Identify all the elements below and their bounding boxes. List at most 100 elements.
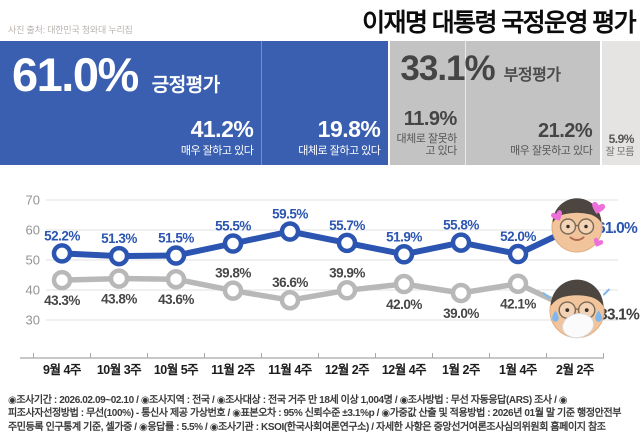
positive-sub-very: 41.2% 매우 잘하고 있다 [0,116,261,158]
negative-value: 33.1% [400,49,495,88]
data-point [450,282,472,304]
tissue [562,313,595,339]
y-tick-label: 40 [26,283,40,298]
header: 사진 출처: 대한민국 청와대 누리집 이재명 대통령 국정운영 평가 [0,0,640,41]
value-label-negative: 42.0% [386,297,422,312]
data-point [450,232,472,253]
unknown-label: 잘 모름 [605,146,635,158]
x-category-label: 12월 4주 [382,362,427,377]
data-point [165,245,187,266]
data-point [336,232,358,254]
eye [584,308,589,313]
eye [565,308,570,313]
x-category-label: 1월 4주 [499,362,538,377]
unknown-segment: 5.9% 잘 모름 [602,41,640,165]
positive-headline: 61.0% 긍정평가 [12,47,220,102]
value-label-positive: 52.0% [500,229,536,244]
value-label-negative: 39.8% [215,266,251,281]
heart-icon [592,201,606,214]
unknown-value: 5.9% [608,131,635,146]
data-point [393,244,415,265]
data-point [222,233,244,254]
x-category-label: 10월 3주 [97,362,142,377]
hair [552,198,602,223]
x-category-label: 1월 2주 [442,362,481,377]
negative-label: 부정평가 [503,67,561,84]
negative-end-avatar [542,279,610,339]
end-label-negative: 33.1% [599,307,640,324]
summary-bar: 61.0% 긍정평가 41.2% 매우 잘하고 있다 19.8% 대체로 잘하고… [0,41,640,165]
value-label-positive: 51.9% [386,229,422,244]
data-point [279,221,301,242]
value-label-positive: 51.5% [158,231,194,246]
y-tick-label: 60 [26,223,40,238]
value-label-negative: 43.8% [101,292,137,307]
value-label-positive: 55.8% [443,218,479,233]
data-point [222,280,244,301]
positive-somewhat-label: 대체로 잘하고 있다 [298,145,381,158]
x-category-label: 11월 4주 [268,362,313,377]
positive-sub-somewhat: 19.8% 대체로 잘하고 있다 [262,116,388,158]
page-title: 이재명 대통령 국정운영 평가 [362,9,636,37]
hair [550,279,604,306]
positive-segment: 61.0% 긍정평가 41.2% 매우 잘하고 있다 19.8% 대체로 잘하고… [0,41,391,165]
value-label-negative: 43.3% [44,293,80,308]
survey-methodology-note: ◉조사기간 : 2026.02.09~02.10 / ◉조사지역 : 전국 / … [8,395,622,433]
data-point [108,268,130,289]
positive-very-label: 매우 잘하고 있다 [180,145,254,158]
trend-chart: 70 60 50 40 30 9월 4주 10월 3주 10월 5주 11월 2주 11월 4주 1… [20,193,640,377]
negative-sub-very: 21.2% 매우 잘못하고 있다 [466,120,600,158]
y-tick-label: 30 [26,313,40,328]
value-label-positive: 55.7% [329,218,365,233]
value-label-negative: 36.6% [272,275,308,290]
negative-col-somewhat: 11.9% 대체로 잘못하고 있다 [390,41,466,165]
x-category-label: 9월 4주 [43,362,82,377]
x-category-label: 2월 2주 [556,362,595,377]
negative-segment: 33.1% 부정평가 11.9% 대체로 잘못하고 있다 21.2% 매우 잘못… [390,41,603,165]
series-line-negative [59,275,578,314]
x-category-label: 11월 2주 [211,362,256,377]
unknown-sub: 5.9% 잘 모름 [602,132,640,159]
positive-very-value: 41.2% [190,116,254,143]
positive-label: 긍정평가 [151,75,220,96]
data-point [393,273,415,295]
positive-end-avatar [551,198,606,253]
negative-sub-somewhat: 11.9% 대체로 잘못하고 있다 [390,108,464,158]
value-label-positive: 59.5% [272,207,308,222]
negative-somewhat-value: 11.9% [403,107,458,130]
data-point [108,245,130,267]
end-label-positive: 61.0% [597,220,638,237]
data-point [336,280,358,301]
value-label-negative: 39.9% [329,265,365,280]
negative-headline: 33.1% 부정평가 [400,49,561,89]
x-category-label: 10월 5주 [154,362,199,377]
value-label-negative: 42.1% [500,297,536,312]
y-tick-label: 50 [26,253,40,268]
data-point [507,243,529,265]
data-point [279,289,301,311]
heart-icon [551,210,562,221]
heart-icon [593,237,604,247]
photo-source-note: 사진 출처: 대한민국 청와대 누리집 [8,25,133,35]
value-label-positive: 52.2% [44,228,80,243]
positive-col-very: 41.2% 매우 잘하고 있다 [0,41,263,165]
data-point [507,273,529,294]
tear-icon [595,310,602,322]
distress-mark-icon [542,292,550,299]
y-tick-label: 70 [26,193,40,208]
tear-icon [552,310,559,322]
data-point [165,268,187,290]
positive-value: 61.0% [12,48,139,101]
smile [569,236,585,241]
eye [584,224,588,229]
x-category-label: 12월 2주 [325,362,370,377]
positive-somewhat-value: 19.8% [317,116,381,143]
series-line-positive [59,224,578,260]
value-label-negative: 43.6% [158,292,194,307]
value-label-positive: 55.5% [215,219,251,234]
value-label-positive: 51.3% [101,231,137,246]
negative-col-very: 21.2% 매우 잘못하고 있다 [466,41,600,165]
data-point [51,269,73,291]
negative-very-value: 21.2% [537,120,593,143]
